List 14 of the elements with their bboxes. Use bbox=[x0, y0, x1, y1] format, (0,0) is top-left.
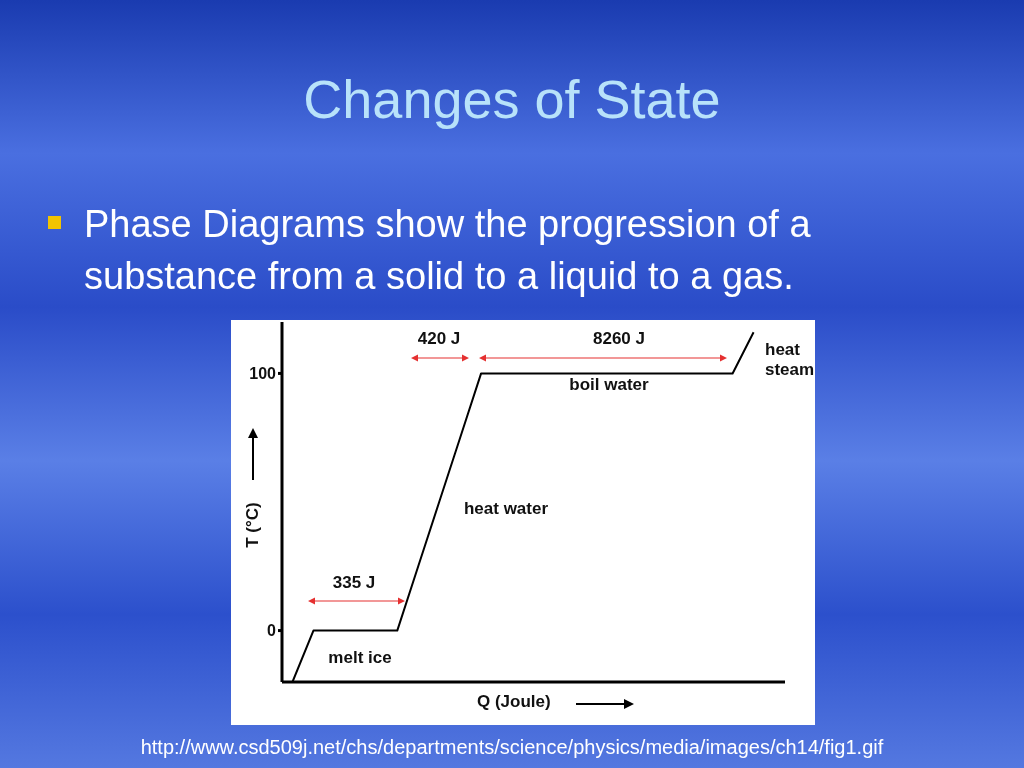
y-tick-label: 0 bbox=[267, 622, 277, 640]
x-axis-title: Q (Joule) bbox=[477, 692, 551, 712]
annotation: melt ice bbox=[328, 648, 392, 667]
text: http://www.csd509j.net/chs/departments/science/physics/media/images/ch14/fig1.gif bbox=[139, 736, 885, 759]
y-axis-title: T (°C) bbox=[243, 502, 263, 548]
annotation: 8260 J bbox=[593, 329, 645, 348]
chart-subtitle: Phase Diagrams show the progression of a substance from a solid to a liquid to a gas. bbox=[84, 202, 812, 299]
annotation: boil water bbox=[569, 375, 650, 394]
annotation: 420 J bbox=[417, 329, 461, 348]
annotation: 335 J bbox=[332, 573, 376, 592]
chart-title: Changes of State bbox=[302, 68, 722, 130]
y-tick-label: 100 bbox=[249, 365, 277, 383]
annotation: heat water bbox=[463, 499, 549, 518]
annotation: heat steam bbox=[765, 340, 815, 379]
